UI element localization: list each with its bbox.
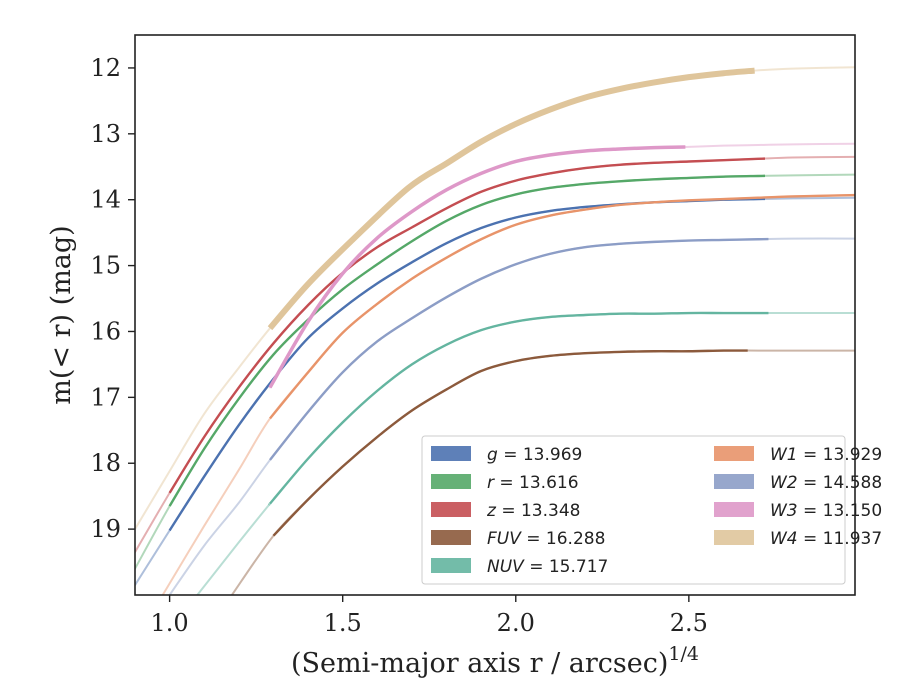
x-axis-label: (Semi-major axis r / arcsec)1/4 bbox=[291, 643, 699, 679]
series-layer bbox=[135, 66, 855, 595]
y-tick-label: 12 bbox=[90, 54, 121, 82]
legend: g = 13.969 r = 13.616 z = 13.348 FUV = 16.2… bbox=[421, 435, 882, 585]
y-tick-label: 16 bbox=[90, 317, 121, 345]
x-tick-label: 1.5 bbox=[324, 609, 362, 637]
series-line bbox=[269, 193, 855, 420]
legend-label: NUV = 15.717 bbox=[487, 557, 608, 577]
legend-swatch bbox=[714, 502, 754, 517]
x-tick-label: 1.0 bbox=[151, 609, 189, 637]
ticks-layer: 1.0 1.5 2.0 2.5 12 13 14 15 16 17 18 19 bbox=[90, 54, 707, 637]
x-tick-label: 2.0 bbox=[497, 609, 535, 637]
y-tick-label: 13 bbox=[90, 120, 121, 148]
series-line bbox=[168, 174, 766, 507]
y-tick-label: 15 bbox=[90, 252, 121, 280]
legend-swatch bbox=[431, 530, 471, 545]
legend-label: W3 = 13.150 bbox=[770, 501, 882, 521]
series-line bbox=[269, 237, 769, 461]
legend-swatch bbox=[714, 446, 754, 461]
x-tick-label: 2.5 bbox=[670, 609, 708, 637]
legend-label: W2 = 14.588 bbox=[770, 473, 882, 493]
series-line bbox=[272, 349, 748, 537]
legend-swatch bbox=[431, 558, 471, 573]
plot-frame bbox=[134, 34, 856, 596]
y-axis-label: m(< r) (mag) bbox=[46, 225, 77, 404]
legend-label: g = 13.969 bbox=[487, 445, 582, 465]
y-tick-label: 17 bbox=[90, 383, 121, 411]
series-line bbox=[268, 145, 686, 389]
y-tick-label: 14 bbox=[90, 186, 121, 214]
series-line bbox=[168, 157, 766, 494]
legend-swatch bbox=[431, 502, 471, 517]
y-tick-label: 19 bbox=[90, 515, 121, 543]
legend-label: z = 13.348 bbox=[486, 501, 580, 521]
legend-swatch bbox=[431, 446, 471, 461]
y-tick-label: 18 bbox=[90, 449, 121, 477]
legend-swatch bbox=[714, 530, 754, 545]
legend-label: W4 = 11.937 bbox=[770, 529, 882, 549]
legend-label: FUV = 16.288 bbox=[487, 529, 605, 549]
legend-swatch bbox=[431, 474, 471, 489]
x-axis-label-exponent: 1/4 bbox=[668, 643, 699, 665]
legend-swatch bbox=[714, 474, 754, 489]
legend-label: W1 = 13.929 bbox=[770, 445, 882, 465]
legend-frame bbox=[421, 435, 846, 585]
series-line bbox=[267, 67, 755, 331]
series-line bbox=[268, 311, 769, 506]
legend-label: r = 13.616 bbox=[487, 473, 579, 493]
